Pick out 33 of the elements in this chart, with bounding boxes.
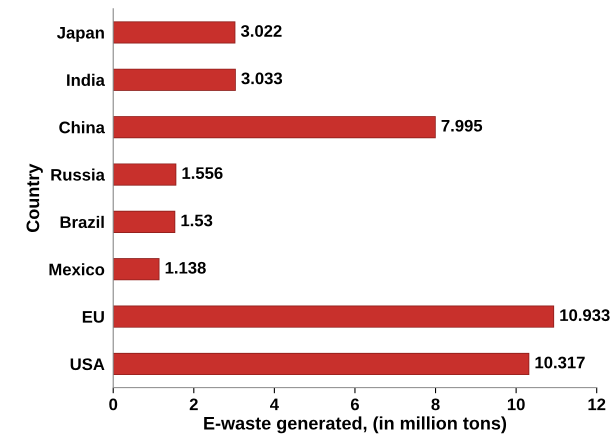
bar: [113, 352, 530, 376]
bar: [113, 306, 554, 328]
bar: [113, 116, 436, 138]
data-label: 10.933: [560, 309, 610, 322]
bar: [113, 21, 236, 44]
y-tick-label: China: [59, 121, 105, 134]
data-label: 7.995: [442, 120, 482, 132]
y-tick-label: USA: [70, 358, 104, 370]
x-tick-label: 8: [431, 398, 440, 410]
data-label: 1.53: [181, 214, 212, 226]
x-tick-label: 4: [270, 398, 279, 410]
y-tick-label: EU: [82, 311, 104, 323]
bar: [113, 68, 236, 91]
y-tick-label: Russia: [51, 168, 105, 181]
bar: [113, 163, 176, 186]
x-tick-label: 10: [508, 398, 525, 410]
x-tick-label: 12: [588, 398, 606, 410]
data-label: 3.033: [241, 72, 282, 84]
y-axis-title: Country: [26, 164, 43, 232]
data-label: 1.556: [182, 167, 223, 179]
x-axis-title: E-waste generated, (in million tons): [204, 416, 506, 434]
x-tick-label: 6: [350, 398, 359, 410]
data-label: 1.138: [166, 262, 206, 274]
y-tick-label: Japan: [56, 27, 104, 42]
bar: [113, 210, 176, 233]
y-tick-label: Mexico: [50, 263, 104, 276]
bar: [113, 258, 160, 280]
y-tick-label: India: [67, 74, 105, 86]
y-tick-label: Brazil: [60, 216, 104, 228]
x-tick-label: 2: [190, 398, 198, 410]
data-label: 3.022: [240, 25, 282, 37]
x-tick-label: 0: [109, 398, 118, 410]
data-label: 10.317: [535, 356, 585, 368]
